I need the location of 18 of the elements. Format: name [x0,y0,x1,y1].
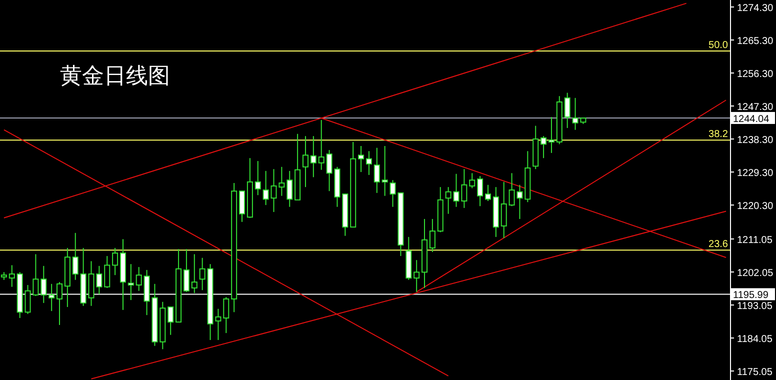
y-tick-label: 1175.05 [737,367,773,378]
y-tick-label: 1247.30 [737,102,774,114]
annotation: 50.0 [708,40,728,51]
text: 黄金日线图 [60,63,170,88]
annotation: 23.6 [708,239,728,250]
y-tick-label: 1229.30 [737,168,774,180]
y-tick-label: 1256.30 [737,68,774,80]
y-tick-label: 1238.30 [737,135,774,146]
y-tick-label: 1220.30 [737,201,774,212]
annotation: 38.2 [708,129,728,140]
y-tick-label: 1202.05 [737,268,774,279]
y-tick-label: 1193.05 [737,300,773,312]
ref-line-label: 1195.99 [733,290,769,302]
ref-line-label: 1244.04 [733,114,770,125]
y-tick-label: 1274.30 [737,2,774,14]
y-tick-label: 1265.30 [737,36,774,47]
y-tick-label: 1211.05 [737,234,773,246]
y-tick-label: 1184.05 [737,334,773,345]
